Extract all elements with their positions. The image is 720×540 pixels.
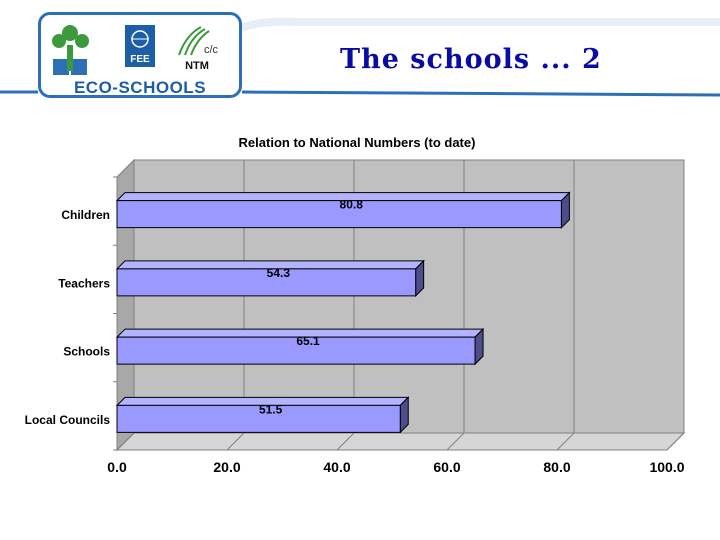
category-label: Teachers	[58, 276, 110, 290]
labels-group: 0.0 20.0 40.0 60.0 80.0 100.0 80.8 Children 54.3…	[25, 198, 685, 475]
x-tick-label: 0.0	[107, 459, 127, 475]
header-decoration	[0, 17, 720, 97]
tree-book-icon	[52, 25, 89, 75]
gridline-floor	[666, 432, 685, 451]
x-tick-label: 60.0	[433, 459, 460, 475]
data-label: 80.8	[340, 198, 364, 212]
bar	[116, 404, 401, 433]
ntm-label: NTM	[185, 60, 209, 72]
gridline-floor	[446, 432, 465, 451]
ntm-symbol: c/c	[204, 44, 219, 56]
bar	[116, 268, 417, 297]
gridline-floor	[556, 432, 575, 451]
data-label: 51.5	[259, 402, 283, 416]
chart-title: Relation to National Numbers (to date)	[239, 135, 476, 150]
gridline-floor	[336, 432, 355, 451]
logo-wordmark: ECO-SCHOOLS	[73, 78, 207, 97]
bar	[116, 200, 562, 229]
gridline-floor	[116, 432, 135, 451]
data-label: 54.3	[267, 266, 291, 280]
x-tick-label: 20.0	[213, 459, 240, 475]
header-band	[0, 0, 720, 100]
bars-group	[115, 191, 571, 434]
plot-floor	[115, 432, 686, 451]
logo-artwork: FEE c/c NTM	[52, 25, 219, 75]
category-label: Schools	[63, 345, 110, 359]
data-label: 65.1	[296, 334, 320, 348]
slide-title: The schools ... 2	[340, 44, 602, 75]
fee-badge: FEE	[125, 25, 155, 67]
bar	[116, 336, 476, 365]
gridline-floor	[226, 432, 245, 451]
x-tick-label: 100.0	[649, 459, 684, 475]
x-tick-label: 80.0	[543, 459, 570, 475]
eco-schools-logo: FEE c/c NTM	[38, 12, 242, 98]
x-tick-label: 40.0	[323, 459, 350, 475]
fee-label: FEE	[130, 54, 150, 65]
bar-chart: Relation to National Numbers (to date) 0…	[25, 135, 686, 475]
category-label: Local Councils	[25, 413, 111, 427]
category-label: Children	[61, 208, 110, 222]
ntm-mark: c/c NTM	[178, 26, 219, 72]
